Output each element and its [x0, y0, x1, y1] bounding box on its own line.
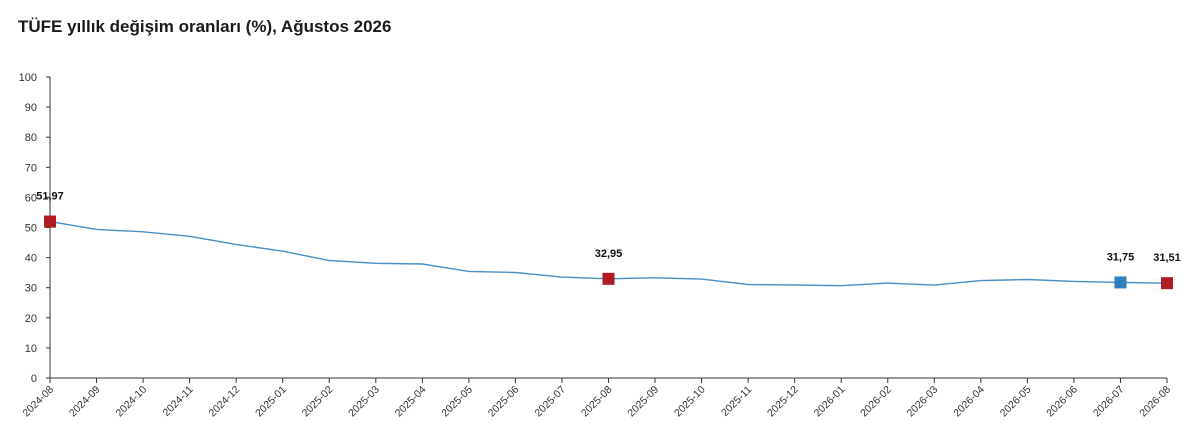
data-marker — [602, 272, 615, 285]
x-tick-label: 2024-10 — [113, 384, 149, 420]
data-label: 32,95 — [595, 248, 623, 260]
chart-title: TÜFE yıllık değişim oranları (%), Ağusto… — [18, 17, 392, 36]
data-label: 51,97 — [36, 191, 64, 203]
y-tick-label: 60 — [25, 192, 37, 204]
data-label: 31,75 — [1107, 251, 1135, 263]
x-tick-label: 2025-06 — [486, 384, 522, 420]
data-marker — [1161, 277, 1173, 290]
data-marker — [44, 215, 56, 228]
y-axis: 0 10 20 30 40 50 60 70 80 90 100 — [19, 72, 51, 385]
x-tick-label: 2024-09 — [67, 384, 103, 420]
x-tick-label: 2026-04 — [951, 384, 987, 420]
x-tick-label: 2025-12 — [765, 384, 801, 420]
y-tick-label: 30 — [25, 283, 37, 295]
x-tick-label: 2024-12 — [207, 384, 243, 420]
markers-group: 51,97 32,95 31,75 31,51 — [36, 191, 1181, 290]
x-tick-label: 2026-02 — [858, 384, 894, 420]
x-tick-label: 2025-11 — [719, 384, 754, 419]
y-tick-label: 100 — [19, 72, 37, 84]
y-tick-label: 80 — [25, 132, 37, 144]
x-tick-label: 2024-08 — [20, 384, 56, 420]
x-tick-label: 2026-03 — [905, 384, 941, 420]
x-tick-label: 2026-05 — [998, 384, 1034, 420]
x-tick-label: 2025-05 — [439, 384, 475, 420]
x-tick-label: 2025-04 — [393, 384, 429, 420]
x-tick-label: 2026-06 — [1044, 384, 1080, 420]
y-tick-label: 20 — [25, 313, 37, 325]
y-tick-label: 40 — [25, 253, 37, 265]
x-axis: 2024-08 2024-09 2024-10 2024-11 2024-12 2025-… — [20, 377, 1173, 420]
x-tick-label: 2025-08 — [579, 384, 615, 420]
x-tick-label: 2024-11 — [161, 384, 196, 419]
x-tick-label: 2026-01 — [812, 384, 848, 420]
x-tick-label: 2026-08 — [1137, 384, 1173, 420]
y-tick-label: 50 — [25, 223, 37, 235]
y-tick-label: 10 — [25, 343, 37, 355]
x-tick-label: 2025-09 — [625, 384, 661, 420]
y-tick-label: 90 — [25, 102, 37, 114]
x-tick-label: 2025-07 — [532, 384, 568, 420]
data-label: 31,51 — [1153, 252, 1181, 264]
x-tick-label: 2026-07 — [1091, 384, 1127, 420]
x-tick-label: 2025-03 — [346, 384, 382, 420]
x-tick-label: 2025-10 — [672, 384, 708, 420]
y-tick-label: 70 — [25, 162, 37, 174]
y-tick-label: 0 — [31, 373, 37, 385]
x-tick-label: 2025-01 — [253, 384, 289, 420]
data-marker — [1114, 276, 1127, 289]
x-tick-label: 2025-02 — [300, 384, 336, 420]
